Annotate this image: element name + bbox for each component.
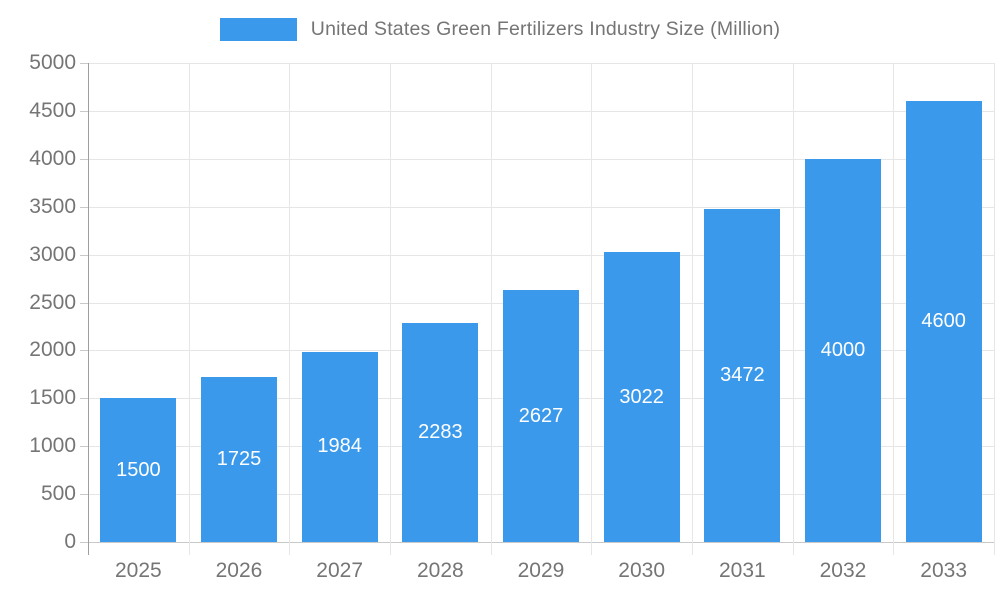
y-axis-tick-label: 2500 [29, 290, 76, 314]
x-gridline [692, 63, 693, 555]
y-axis-line [88, 63, 89, 555]
x-axis-tick-label: 2033 [920, 559, 968, 582]
y-axis-tick [80, 446, 88, 448]
bar-value-label: 4600 [921, 310, 966, 333]
y-axis-tick [80, 110, 88, 112]
y-axis-tick-label: 0 [64, 530, 76, 553]
y-axis-tick-label: 5000 [29, 51, 76, 74]
y-axis-tick-label: 3500 [29, 194, 76, 218]
y-axis-tick [80, 206, 88, 208]
x-gridline [188, 63, 190, 555]
y-axis-tick-label: 4000 [29, 146, 76, 170]
y-axis-tick [80, 398, 88, 400]
bar-2029: 2627 [503, 290, 579, 542]
x-axis-tick-label: 2032 [819, 559, 867, 582]
x-axis-tick-label: 2025 [114, 559, 162, 582]
bar-2027: 1984 [301, 351, 378, 542]
bar-2031: 3472 [704, 209, 781, 542]
y-axis-tick-label: 3000 [29, 242, 76, 266]
y-axis-tick [80, 494, 88, 496]
y-gridline [88, 206, 994, 208]
y-axis-tick [80, 254, 88, 256]
bar-value-label: 1984 [317, 435, 362, 458]
y-axis-tick [80, 63, 88, 64]
bar-value-label: 2627 [518, 404, 564, 427]
x-gridline [289, 63, 291, 555]
bar-2033: 4600 [905, 101, 982, 542]
x-axis-tick-label: 2031 [718, 559, 766, 582]
y-axis-tick-label: 500 [40, 482, 76, 506]
bar-2025: 1500 [100, 398, 177, 542]
y-axis-tick [80, 302, 88, 304]
bar-2028: 2283 [402, 323, 479, 542]
bar-2032: 4000 [805, 158, 881, 542]
y-gridline [88, 63, 994, 64]
bar-value-label: 3022 [619, 385, 664, 408]
x-gridline [893, 63, 895, 555]
x-axis-tick-label: 2030 [618, 559, 666, 582]
chart-title: United States Green Fertilizers Industry… [310, 18, 781, 40]
x-axis-baseline [88, 542, 994, 543]
y-gridline [88, 110, 994, 112]
bar-value-label: 4000 [820, 338, 866, 361]
x-axis-tick-label: 2029 [517, 559, 565, 582]
chart-legend: United States Green Fertilizers Industry… [0, 18, 1000, 41]
y-axis-tick-label: 1000 [29, 434, 76, 458]
x-axis-tick-label: 2028 [416, 559, 464, 582]
y-axis-tick-label: 2000 [29, 338, 76, 362]
bar-2030: 3022 [603, 252, 680, 542]
x-axis-tick-label: 2027 [316, 559, 364, 582]
y-axis-tick-label: 1500 [29, 386, 76, 410]
y-axis-tick [80, 350, 88, 352]
bar-value-label: 3472 [720, 364, 765, 387]
bar-value-label: 1725 [216, 447, 262, 470]
x-gridline [591, 63, 593, 555]
y-axis-tick [80, 158, 88, 160]
x-gridline [490, 63, 492, 555]
x-gridline [390, 63, 391, 555]
x-gridline [792, 63, 794, 555]
y-gridline [88, 254, 994, 256]
bar-value-label: 1500 [116, 458, 161, 481]
y-axis-tick-label: 4500 [29, 98, 76, 122]
x-gridline [994, 63, 995, 555]
y-axis-tick [80, 542, 88, 543]
y-gridline [88, 158, 994, 160]
bar-2026: 1725 [201, 376, 277, 542]
x-axis-tick-label: 2026 [215, 559, 263, 582]
legend-swatch [219, 18, 297, 41]
plot-area: 1500 1725 1984 2283 2627 3022 3472 4000 4600 [88, 63, 995, 555]
bar-value-label: 2283 [418, 421, 463, 444]
